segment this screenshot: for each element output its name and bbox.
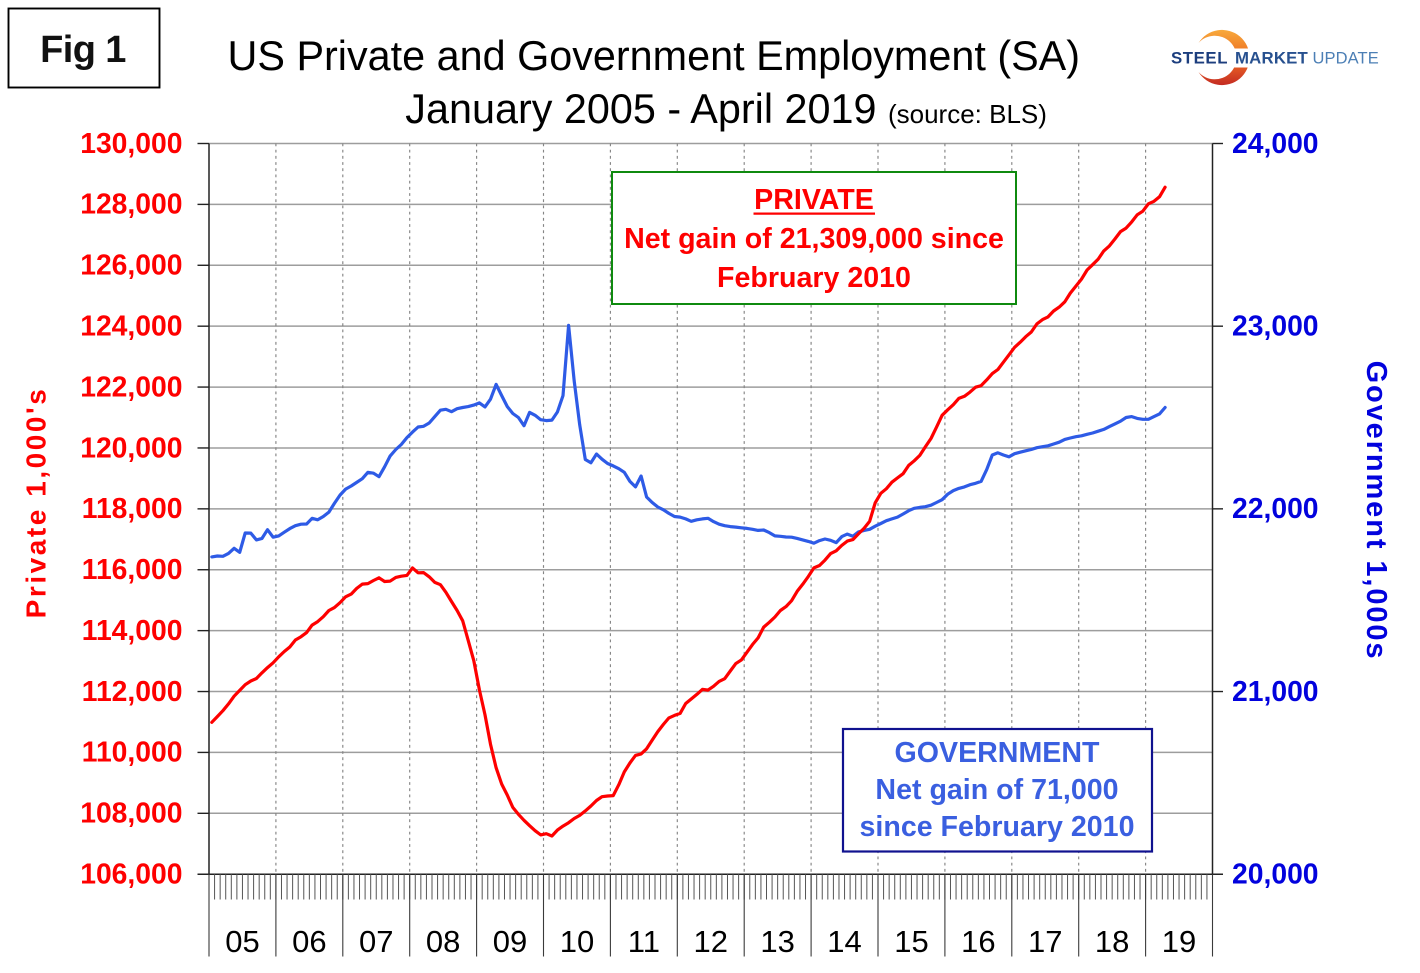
svg-text:19: 19: [1162, 924, 1196, 959]
svg-text:PRIVATE: PRIVATE: [754, 184, 874, 216]
svg-text:05: 05: [225, 924, 259, 959]
svg-text:13: 13: [760, 924, 794, 959]
svg-text:Net gain of 21,309,000 since: Net gain of 21,309,000 since: [624, 223, 1004, 255]
svg-text:10: 10: [560, 924, 594, 959]
svg-text:Government 1,000s: Government 1,000s: [1360, 361, 1392, 661]
svg-text:08: 08: [426, 924, 460, 959]
svg-text:116,000: 116,000: [82, 553, 183, 585]
svg-text:February 2010: February 2010: [717, 262, 911, 294]
svg-text:128,000: 128,000: [80, 188, 182, 220]
svg-text:US Private and Government Empl: US Private and Government Employment (SA…: [228, 33, 1080, 79]
svg-text:06: 06: [292, 924, 326, 959]
svg-text:14: 14: [827, 924, 861, 959]
svg-text:Private 1,000's: Private 1,000's: [21, 387, 52, 619]
svg-text:since February 2010: since February 2010: [860, 811, 1135, 843]
svg-text:12: 12: [694, 924, 728, 959]
svg-text:07: 07: [359, 924, 393, 959]
svg-text:108,000: 108,000: [80, 797, 182, 829]
svg-text:21,000: 21,000: [1232, 675, 1319, 707]
svg-text:20,000: 20,000: [1232, 858, 1319, 890]
svg-text:11: 11: [628, 924, 660, 959]
svg-text:GOVERNMENT: GOVERNMENT: [895, 737, 1100, 769]
svg-text:15: 15: [894, 924, 928, 959]
svg-text:January 2005 - April 2019 (sou: January 2005 - April 2019 (source: BLS): [405, 86, 1047, 132]
svg-text:18: 18: [1095, 924, 1129, 959]
svg-text:24,000: 24,000: [1232, 127, 1319, 159]
svg-text:120,000: 120,000: [80, 431, 182, 463]
svg-text:126,000: 126,000: [80, 249, 182, 281]
svg-text:110,000: 110,000: [82, 736, 183, 768]
svg-text:17: 17: [1028, 924, 1062, 959]
svg-text:124,000: 124,000: [80, 309, 182, 341]
svg-text:09: 09: [493, 924, 527, 959]
svg-text:UPDATE: UPDATE: [1313, 50, 1379, 68]
svg-text:112,000: 112,000: [82, 675, 183, 707]
svg-text:114,000: 114,000: [82, 614, 183, 646]
svg-text:MARKET: MARKET: [1235, 49, 1309, 68]
svg-text:130,000: 130,000: [80, 127, 182, 159]
svg-text:118,000: 118,000: [82, 492, 183, 524]
svg-text:122,000: 122,000: [80, 370, 182, 402]
svg-text:16: 16: [961, 924, 995, 959]
svg-text:22,000: 22,000: [1232, 492, 1319, 524]
svg-text:Net gain of 71,000: Net gain of 71,000: [875, 774, 1118, 806]
svg-text:106,000: 106,000: [80, 858, 182, 890]
svg-text:STEEL: STEEL: [1171, 49, 1228, 68]
svg-text:23,000: 23,000: [1232, 309, 1319, 341]
svg-text:Fig 1: Fig 1: [40, 29, 126, 71]
